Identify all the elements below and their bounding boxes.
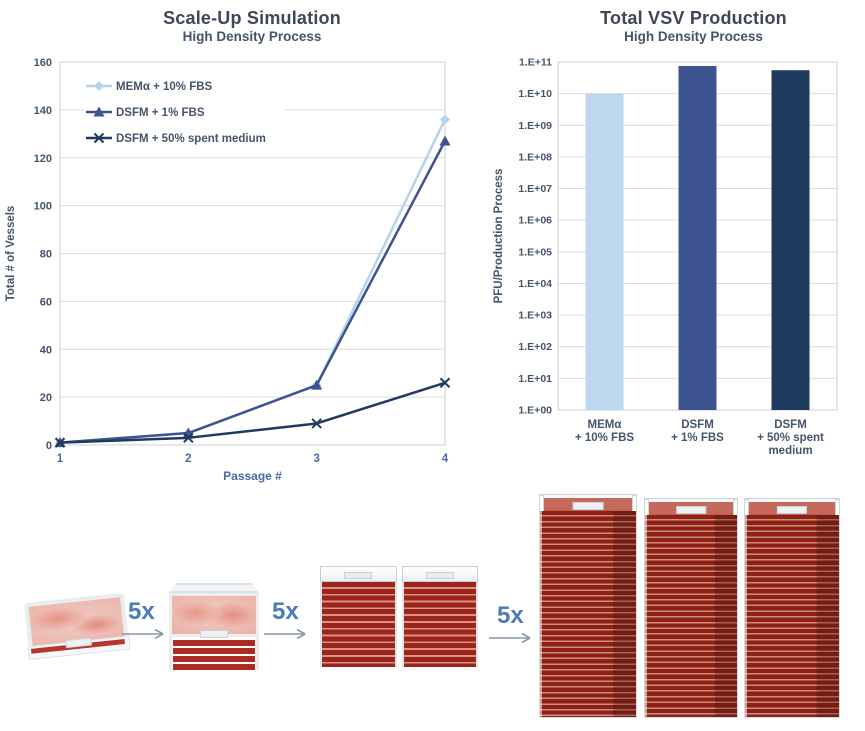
y-axis-tick-label: 1.E+02	[518, 341, 552, 353]
vessel-40-stack-3	[744, 498, 840, 718]
bar-chart-plot: 1.E+00 1.E+01 1.E+02 1.E+03 1.E+04 1.E+05 1.E+…	[493, 57, 838, 457]
y-axis-tick-label: 140	[34, 105, 52, 117]
x-axis-tick-label: 1	[57, 453, 64, 465]
x-marker	[311, 418, 322, 429]
stack-lid	[539, 494, 637, 512]
legend-item-label: DSFM + 1% FBS	[116, 107, 205, 119]
arrow-right-icon	[489, 632, 531, 644]
y-axis-tick-label: 1.E+00	[518, 405, 552, 417]
series-line	[59, 140, 447, 444]
category-label: + 10% FBS	[575, 432, 634, 444]
y-axis-tick-label: 1.E+05	[518, 246, 552, 258]
category-label: DSFM	[681, 419, 714, 431]
y-axis-tick-label: 40	[40, 344, 52, 356]
vessel-40-stack-2	[644, 498, 738, 718]
x-axis-tick-label: 2	[185, 453, 191, 465]
stack-layers	[539, 511, 637, 718]
right-chart-subtitle: High Density Process	[624, 29, 763, 44]
bar	[678, 65, 717, 410]
stack-lid	[644, 498, 738, 516]
vessel-10-stack-pair	[320, 566, 478, 667]
y-axis-tick-label: 1.E+01	[518, 373, 552, 385]
x-marker	[93, 132, 105, 144]
scale-up-simulation-chart: Scale-Up Simulation High Density Process…	[0, 8, 494, 483]
bar	[585, 93, 624, 411]
left-chart-subtitle: High Density Process	[182, 29, 322, 44]
legend-item-bg	[84, 129, 284, 147]
y-axis-tick-label: 1.E+11	[519, 57, 552, 69]
y-axis-tick-label: 0	[46, 440, 52, 452]
stack-lid	[744, 498, 840, 516]
y-axis-tick-label: 1.E+09	[518, 120, 552, 132]
stack-lid	[169, 583, 259, 593]
stack-label	[200, 630, 228, 638]
diamond-marker	[440, 114, 450, 125]
stack-lid	[320, 566, 397, 582]
x-marker	[183, 432, 194, 444]
stack-layers	[744, 515, 840, 718]
y-axis-tick-label: 1.E+06	[518, 215, 552, 227]
y-axis-tick-label: 1.E+04	[518, 278, 552, 290]
vessel-5-stack	[169, 583, 259, 670]
multiplier-label-3: 5x	[497, 602, 524, 629]
legend-item-bg	[84, 103, 284, 121]
triangle-marker	[311, 379, 323, 390]
stack-layers	[401, 582, 478, 667]
y-axis-tick-label: 1.E+07	[518, 183, 552, 195]
legend-item-label: MEMα + 10% FBS	[116, 81, 213, 93]
stack-layers	[320, 582, 397, 667]
y-axis-tick-label: 1.E+03	[518, 310, 552, 322]
y-axis-tick-label: 100	[34, 201, 52, 213]
y-axis-tick-label: 160	[34, 57, 52, 69]
category-label: medium	[768, 445, 812, 457]
left-chart-title: Scale-Up Simulation	[163, 8, 341, 28]
y-axis-tick-label: 80	[40, 249, 52, 261]
x-marker	[54, 437, 66, 448]
line-chart-plot: 0 20 40 60 80 100 120 140 160 1 2 3 4 Passage # Total …	[5, 57, 451, 483]
diamond-marker	[94, 81, 104, 91]
y-axis-title: Total # of Vessels	[5, 206, 17, 302]
y-axis-title: PFU/Production Process	[493, 169, 505, 304]
category-label: + 1% FBS	[671, 432, 724, 444]
y-axis-tick-label: 1.E+10	[518, 88, 552, 100]
legend-item-label: DSFM + 50% spent medium	[116, 133, 266, 145]
y-axis-tick-label: 120	[34, 153, 52, 165]
category-label: + 50% spent	[757, 432, 824, 444]
right-chart-title: Total VSV Production	[600, 8, 787, 28]
triangle-marker	[93, 106, 105, 117]
bar	[771, 70, 810, 410]
x-marker	[439, 377, 451, 388]
series-line	[59, 118, 447, 444]
y-axis-tick-label: 1.E+08	[518, 151, 552, 163]
stack-layers	[644, 515, 738, 718]
arrow-right-icon	[264, 628, 306, 640]
triangle-marker	[439, 135, 451, 146]
multiplier-label-2: 5x	[272, 598, 299, 625]
stack-lid	[401, 566, 478, 582]
category-label: MEMα	[588, 419, 622, 431]
single-tray-graphic	[21, 587, 132, 669]
arrow-right-icon	[122, 628, 164, 640]
stack-layers	[169, 630, 259, 670]
y-axis-tick-label: 60	[40, 296, 52, 308]
vessel-40-stack-1	[539, 494, 637, 718]
legend-item-bg	[84, 77, 284, 95]
ten-stack	[401, 566, 478, 667]
vessel-single-tray	[24, 592, 131, 664]
x-axis-tick-label: 4	[442, 453, 449, 465]
plot-border	[59, 61, 446, 446]
vsv-production-chart: Total VSV Production High Density Proces…	[490, 8, 865, 457]
x-axis-tick-label: 3	[313, 453, 319, 465]
multiplier-label-1: 5x	[128, 598, 155, 625]
series-line	[59, 381, 446, 444]
x-axis-title: Passage #	[223, 469, 282, 483]
category-label: DSFM	[774, 419, 807, 431]
y-axis-tick-label: 20	[40, 392, 52, 404]
ten-stack	[320, 566, 397, 667]
